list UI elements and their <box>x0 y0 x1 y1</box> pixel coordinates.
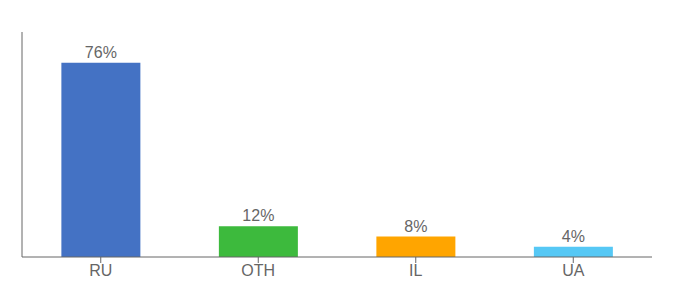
svg-text:8%: 8% <box>404 218 427 235</box>
svg-text:UA: UA <box>562 262 585 279</box>
svg-text:76%: 76% <box>85 44 117 61</box>
svg-text:OTH: OTH <box>241 262 275 279</box>
svg-text:12%: 12% <box>242 207 274 224</box>
svg-text:RU: RU <box>89 262 112 279</box>
svg-text:IL: IL <box>409 262 422 279</box>
svg-text:4%: 4% <box>562 228 585 245</box>
